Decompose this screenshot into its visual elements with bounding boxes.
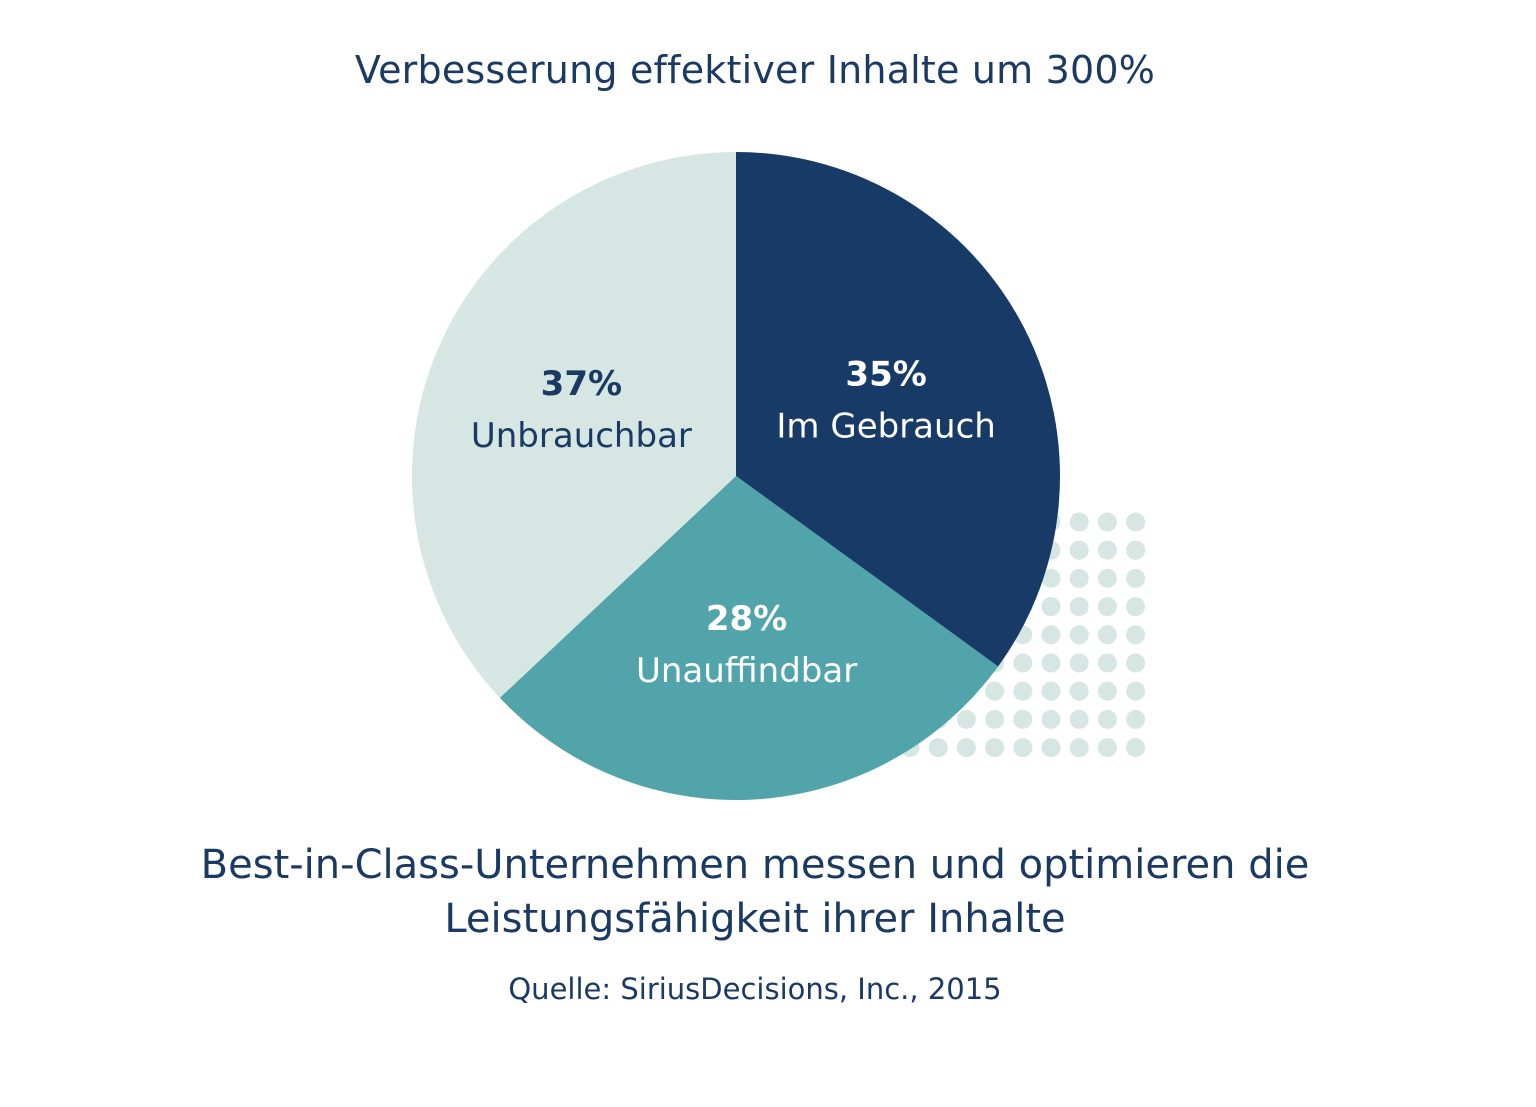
decorative-dot	[1126, 681, 1146, 701]
pie-slice-im-gebrauch	[736, 152, 1061, 667]
decorative-dot	[1041, 625, 1061, 645]
decorative-dot	[1041, 597, 1061, 617]
decorative-dot	[928, 738, 948, 758]
decorative-dot	[1097, 625, 1117, 645]
decorative-dot	[1097, 681, 1117, 701]
slice-category-label: Im Gebrauch	[776, 407, 995, 447]
chart-subtitle: Best-in-Class-Unternehmen messen und opt…	[0, 838, 1510, 946]
decorative-dot	[1069, 512, 1089, 532]
decorative-dot	[1097, 597, 1117, 617]
decorative-dot	[1069, 625, 1089, 645]
decorative-dot	[1097, 709, 1117, 729]
decorative-dot	[1013, 681, 1033, 701]
decorative-dot	[1126, 540, 1146, 560]
subtitle-line-2: Leistungsfähigkeit ihrer Inhalte	[444, 896, 1066, 942]
decorative-dot	[1069, 540, 1089, 560]
decorative-dot	[956, 709, 976, 729]
decorative-dot	[1069, 568, 1089, 588]
decorative-dot	[1097, 512, 1117, 532]
decorative-dot	[1013, 738, 1033, 758]
decorative-dot	[1069, 709, 1089, 729]
decorative-dot	[985, 738, 1005, 758]
decorative-dot	[985, 709, 1005, 729]
decorative-dot	[1126, 709, 1146, 729]
decorative-dot	[1041, 653, 1061, 673]
decorative-dot	[1126, 568, 1146, 588]
decorative-dot	[1126, 738, 1146, 758]
decorative-dot	[1069, 738, 1089, 758]
decorative-dot	[1013, 653, 1033, 673]
decorative-dot	[956, 738, 976, 758]
decorative-dot	[1041, 568, 1061, 588]
slice-value-label: 37%	[541, 364, 622, 404]
pie-slice-labels: 35% Im Gebrauch 28% Unauffindbar 37% Unbrauch…	[471, 355, 996, 692]
slice-value-label: 35%	[845, 355, 926, 395]
chart-title: Verbesserung effektiver Inhalte um 300%	[354, 48, 1156, 92]
slice-category-label: Unbrauchbar	[471, 416, 692, 456]
decorative-dot	[1126, 625, 1146, 645]
decorative-dot	[1069, 597, 1089, 617]
decorative-dot	[1126, 653, 1146, 673]
pie-slices	[412, 152, 1061, 800]
decorative-dot	[1126, 512, 1146, 532]
decorative-dot	[1097, 540, 1117, 560]
pie-slice-unauffindbar	[499, 476, 999, 800]
pie-slice-unbrauchbar	[412, 152, 736, 698]
slice-category-label: Unauffindbar	[636, 651, 857, 691]
source-note: Quelle: SiriusDecisions, Inc., 2015	[508, 972, 1002, 1006]
decorative-dot	[1041, 738, 1061, 758]
decorative-dot	[1013, 709, 1033, 729]
decorative-dot	[1097, 653, 1117, 673]
decorative-dot	[1097, 738, 1117, 758]
decorative-dot	[985, 681, 1005, 701]
decorative-dot	[1126, 597, 1146, 617]
decorative-dot	[1069, 653, 1089, 673]
decorative-dot	[1069, 681, 1089, 701]
subtitle-line-1: Best-in-Class-Unternehmen messen und opt…	[200, 842, 1310, 888]
decorative-dot	[1041, 709, 1061, 729]
decorative-dot	[1041, 681, 1061, 701]
slice-value-label: 28%	[706, 599, 787, 639]
decorative-dot	[1097, 568, 1117, 588]
